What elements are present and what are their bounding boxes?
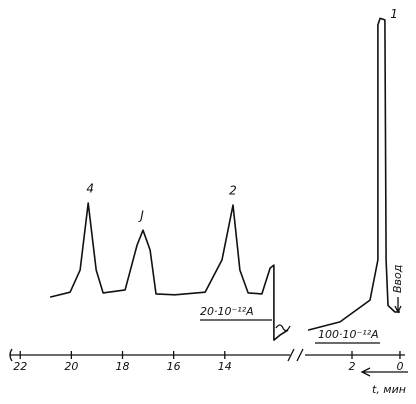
x-axis-label: t, мин bbox=[372, 383, 406, 396]
time-arrow bbox=[360, 367, 408, 377]
peak-label: 1 bbox=[390, 7, 398, 21]
axis-break bbox=[287, 348, 304, 362]
x-tick-label: 0 bbox=[396, 360, 403, 373]
x-tick-label: 14 bbox=[218, 360, 232, 373]
axis-end bbox=[9, 348, 13, 362]
inject-arrow bbox=[394, 297, 402, 314]
x-tick-label: 18 bbox=[116, 360, 130, 373]
trace bbox=[49, 202, 289, 341]
peak-label: 2 bbox=[229, 184, 237, 198]
x-tick-label: 22 bbox=[13, 360, 27, 373]
scale-label: 100·10⁻¹²A bbox=[318, 328, 379, 341]
x-tick-label: 20 bbox=[64, 360, 78, 373]
x-tick-label: 16 bbox=[167, 360, 181, 373]
scale-label: 20·10⁻¹²A bbox=[200, 305, 254, 318]
peak-label: 4 bbox=[86, 182, 94, 196]
peak-label: J bbox=[138, 209, 144, 223]
axis-decor bbox=[9, 297, 408, 377]
x-tick-label: 2 bbox=[349, 360, 356, 373]
inject-label: Ввод bbox=[391, 265, 404, 293]
squiggle bbox=[275, 324, 291, 332]
trace bbox=[307, 17, 400, 331]
